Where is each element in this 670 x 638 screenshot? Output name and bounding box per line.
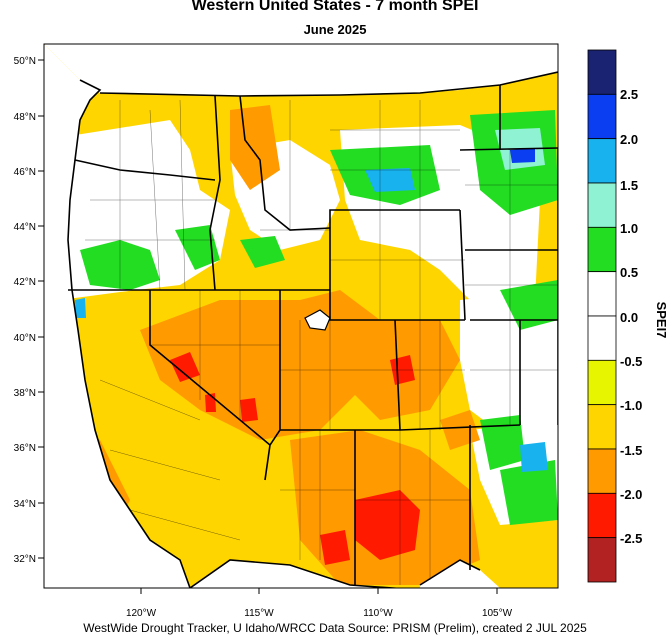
- colorbar-labels: 2.5 2.0 1.5 1.0 0.5 0.0 -0.5 -1.0 -1.5 -…: [620, 87, 642, 546]
- colorbar-segment: [587, 271, 617, 317]
- colorbar-segment: [587, 537, 617, 583]
- lat-labels: 50°N 48°N 46°N 44°N 42°N 40°N 38°N 36°N …: [14, 56, 36, 565]
- drought-severe-great-basin: [140, 300, 360, 440]
- colorbar-segment: [587, 492, 617, 539]
- colorbar-tick-label: -2.0: [620, 487, 642, 502]
- wet-high-patch: [365, 168, 415, 192]
- colorbar-tick-label: 1.0: [620, 221, 638, 236]
- colorbar-segment: [587, 93, 617, 140]
- map-area: [44, 44, 558, 588]
- colorbar-segment: [587, 49, 617, 95]
- colorbar-tick-label: -1.5: [620, 443, 642, 458]
- lon-labels: 120°W 115°W 110°W 105°W: [126, 608, 513, 619]
- map-frame: [43, 43, 559, 589]
- colorbar-segment: [587, 226, 617, 273]
- lat-label: 36°N: [14, 443, 36, 454]
- colorbar-tick-label: -2.5: [620, 531, 642, 546]
- normal-region-east: [460, 290, 558, 440]
- lon-ticks: [140, 588, 498, 594]
- map-subtitle: June 2025: [303, 22, 367, 37]
- lon-label: 120°W: [126, 608, 157, 619]
- colorbar-tick-label: -0.5: [620, 354, 642, 369]
- lat-label: 32°N: [14, 554, 36, 565]
- drought-extreme-arizona: [355, 490, 420, 560]
- map-title: Western United States - 7 month SPEI: [191, 0, 479, 14]
- lat-label: 40°N: [14, 333, 36, 344]
- colorbar-segment: [587, 182, 617, 228]
- colorbar-segment: [587, 404, 617, 450]
- colorbar-tick-label: -1.0: [620, 398, 642, 413]
- credit-line: WestWide Drought Tracker, U Idaho/WRCC D…: [83, 621, 587, 635]
- colorbar-segment: [587, 448, 617, 494]
- lat-label: 42°N: [14, 277, 36, 288]
- lat-label: 48°N: [14, 112, 36, 123]
- colorbar-tick-label: 0.5: [620, 265, 638, 280]
- lat-label: 46°N: [14, 167, 36, 178]
- lon-label: 105°W: [482, 608, 513, 619]
- pacific-ocean: [44, 44, 190, 588]
- colorbar-tick-label: 1.5: [620, 178, 638, 193]
- great-salt-lake: [304, 309, 331, 331]
- colorbar-segment: [587, 138, 617, 184]
- lon-label: 115°W: [244, 608, 274, 619]
- lat-label: 34°N: [14, 499, 36, 510]
- colorbar-tick-label: 2.0: [620, 132, 638, 147]
- drought-severe-northern-rockies: [230, 105, 280, 190]
- colorbar-tick-label: 0.0: [620, 310, 638, 325]
- lat-label: 44°N: [14, 222, 36, 233]
- lat-label: 38°N: [14, 388, 36, 399]
- lat-label: 50°N: [14, 56, 36, 67]
- colorbar-segment: [587, 359, 617, 406]
- colorbar-tick-label: 2.5: [620, 87, 638, 102]
- canada-region: [44, 44, 558, 96]
- county-lines: [85, 99, 558, 585]
- colorbar-title: SPEI7: [654, 302, 669, 339]
- mexico-region: [190, 560, 392, 588]
- colorbar-segment: [587, 315, 617, 361]
- lon-label: 110°W: [363, 608, 393, 619]
- colorbar: [587, 49, 617, 583]
- lat-ticks: [38, 59, 44, 559]
